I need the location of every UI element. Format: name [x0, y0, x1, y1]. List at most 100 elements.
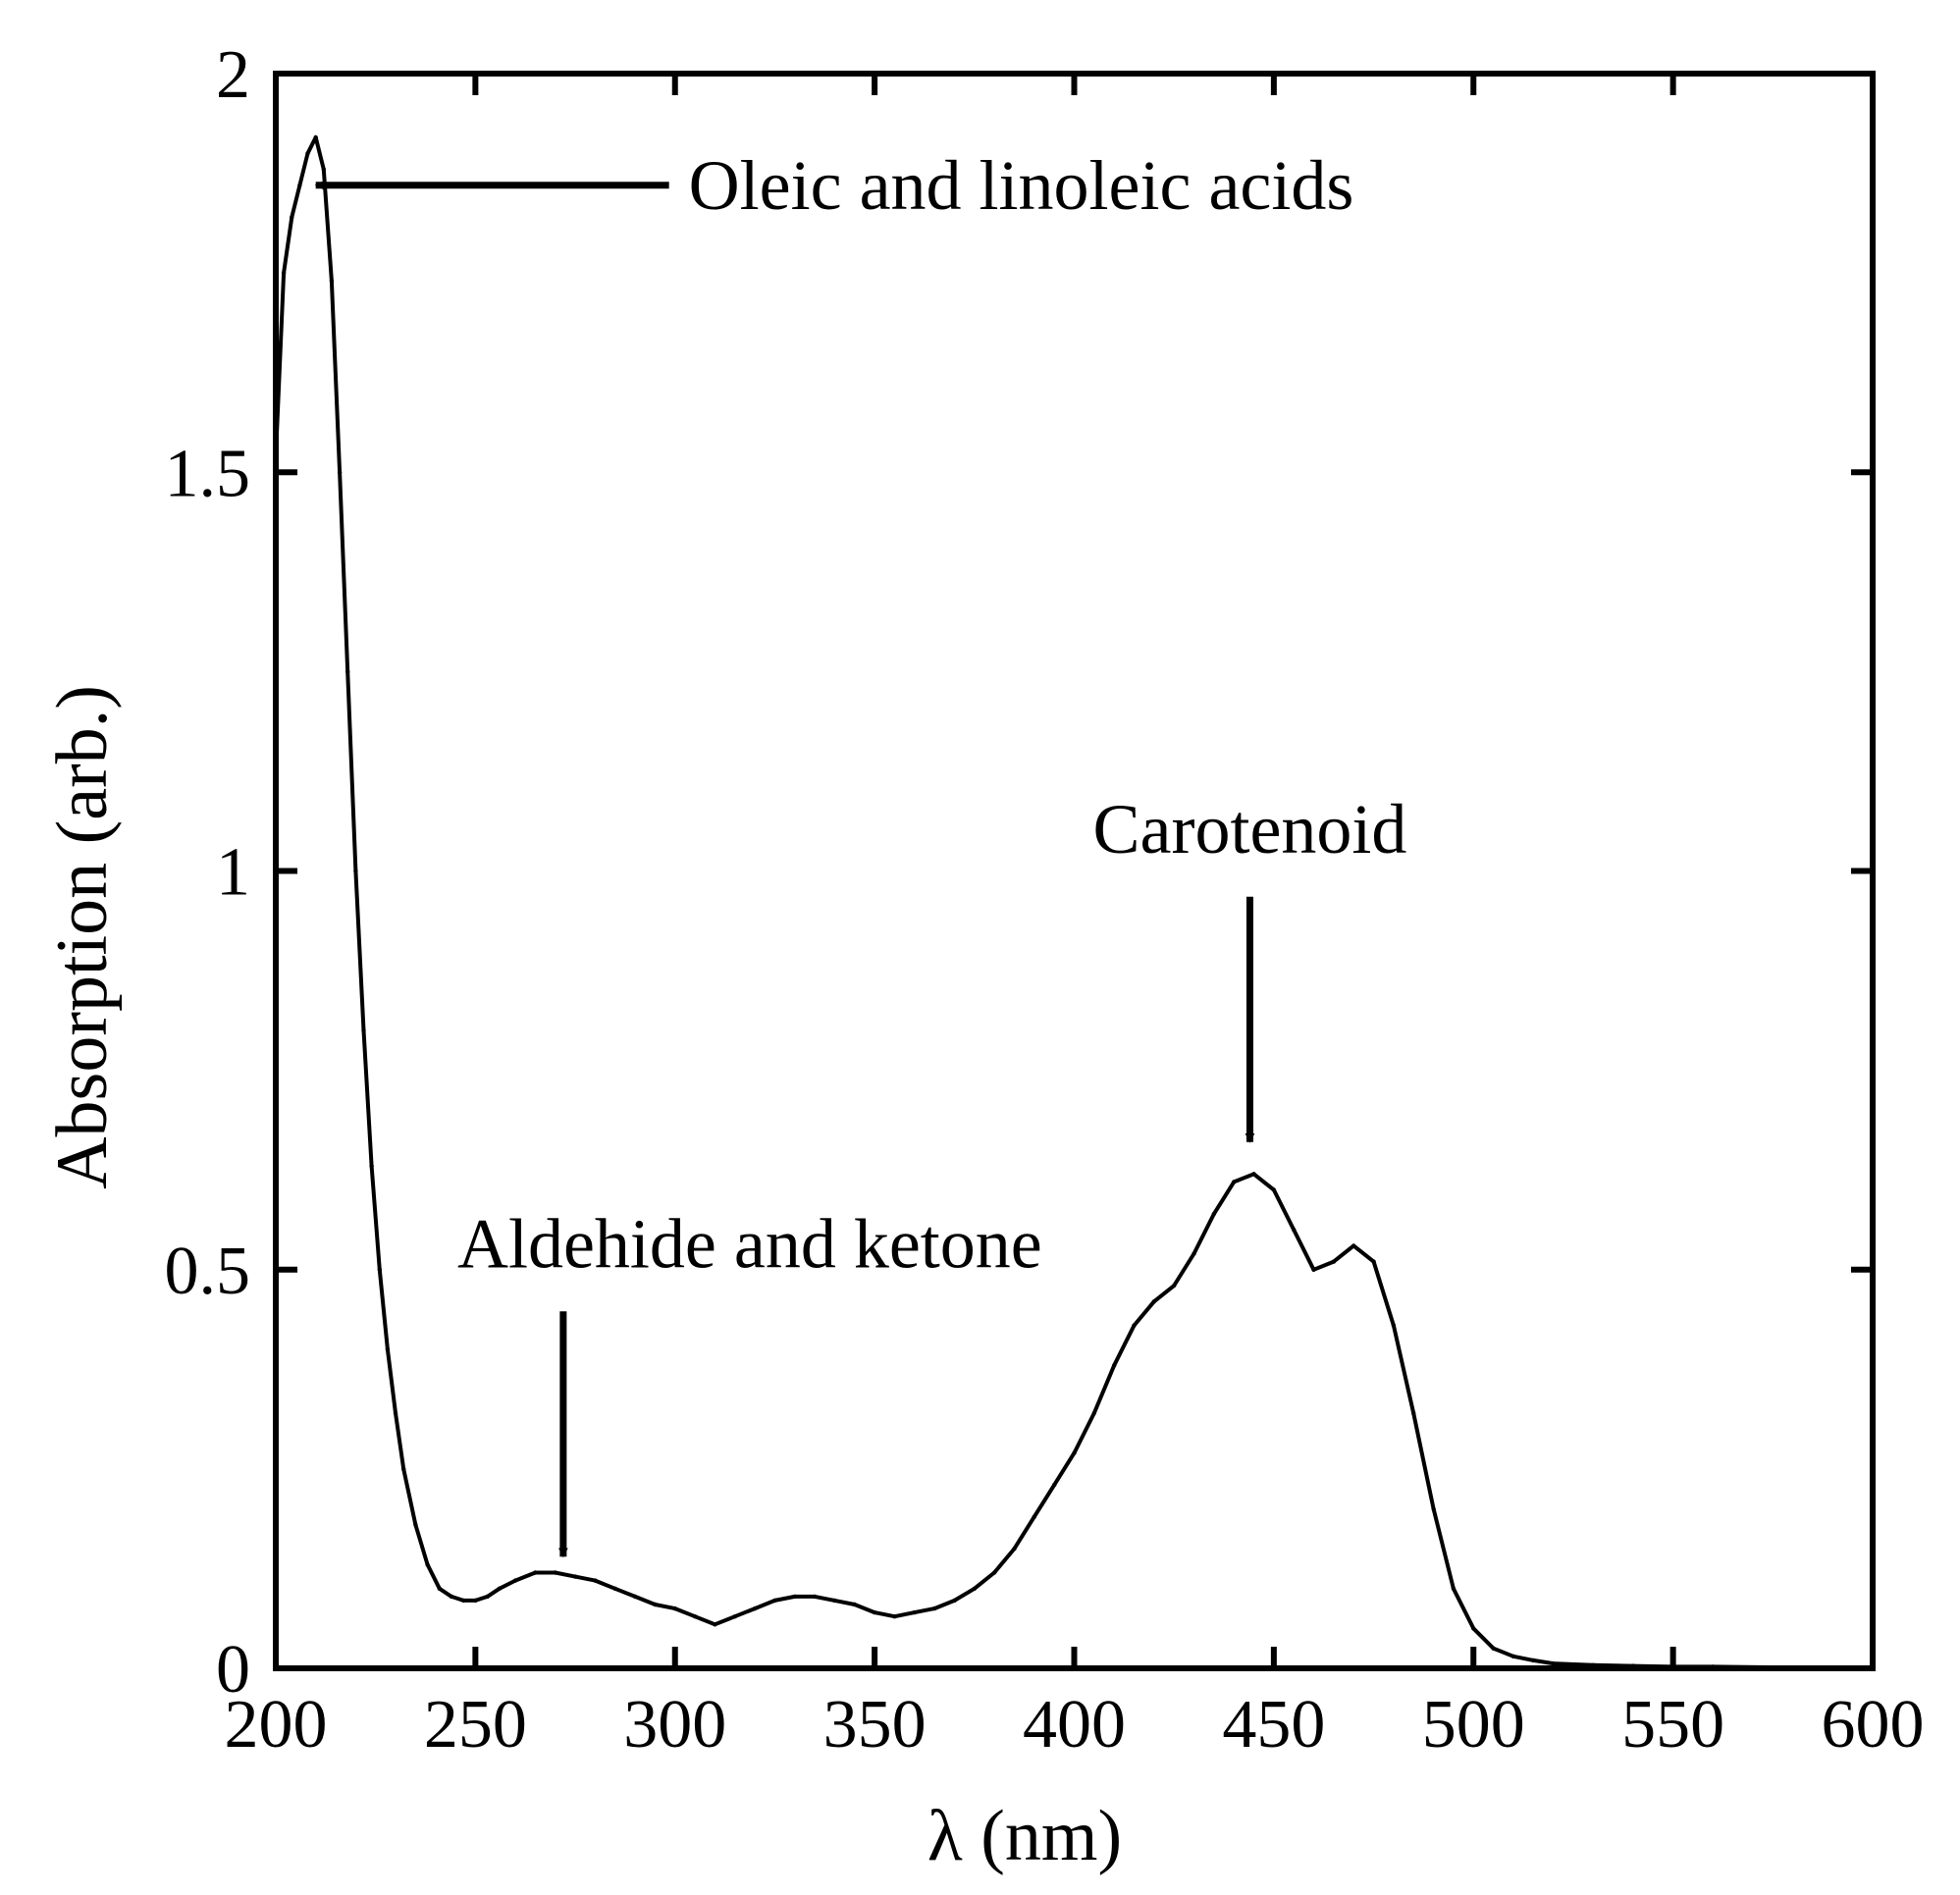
data-point [485, 1594, 490, 1600]
data-point [1091, 1410, 1097, 1416]
data-point [413, 1522, 418, 1528]
data-point [832, 1598, 837, 1604]
data-point [1151, 1299, 1157, 1304]
data-point [1112, 1363, 1117, 1368]
data-point [553, 1570, 557, 1575]
y-axis-label: Absorption (arb.) [42, 685, 123, 1189]
x-tick-label: 400 [1023, 1687, 1126, 1763]
data-point [1211, 1211, 1217, 1217]
data-point [1052, 1482, 1057, 1488]
annotation-label: Oleic and linoleic acids [689, 146, 1354, 225]
x-tick-label: 600 [1822, 1687, 1925, 1763]
data-point [437, 1586, 442, 1592]
data-point [297, 183, 302, 187]
annotation-layer: Oleic and linoleic acids Aldehide and ket… [314, 146, 1407, 1558]
y-tick-label: 0 [216, 1632, 250, 1708]
x-tick-label: 550 [1621, 1687, 1724, 1763]
x-tick-label: 500 [1422, 1687, 1525, 1763]
data-point [329, 279, 335, 284]
data-point [305, 151, 310, 156]
data-point [369, 1163, 374, 1169]
ticks-layer: 200 250 300 350 400 450 500 550 600 0 0.5 1 1.5 2 [165, 37, 1925, 1763]
data-point [512, 1578, 518, 1583]
data-point [533, 1570, 538, 1575]
data-point [1012, 1546, 1017, 1552]
data-point [1271, 1187, 1277, 1192]
x-tick-label: 250 [424, 1687, 527, 1763]
data-point [632, 1594, 638, 1600]
data-point [752, 1605, 758, 1611]
data-point [281, 270, 287, 276]
data-point [653, 1602, 658, 1607]
data-point [1192, 1251, 1196, 1256]
data-point [713, 1622, 717, 1627]
data-point [393, 1410, 398, 1416]
data-point [1172, 1283, 1177, 1289]
data-point [425, 1562, 430, 1567]
data-point [385, 1346, 391, 1352]
x-tick-label: 350 [823, 1687, 927, 1763]
data-point [972, 1586, 977, 1592]
data-point [377, 1267, 382, 1273]
data-point [1551, 1660, 1556, 1666]
data-point [321, 167, 326, 172]
data-point [852, 1602, 857, 1607]
plot-frame [273, 71, 1876, 1671]
data-point [1072, 1450, 1077, 1455]
data-point [593, 1578, 598, 1583]
data-point [732, 1614, 737, 1619]
data-point [912, 1609, 917, 1615]
data-point [1032, 1514, 1037, 1519]
data-point [612, 1586, 617, 1592]
data-point [892, 1614, 897, 1619]
y-tick-label: 0.5 [165, 1234, 251, 1309]
x-tick-label: 200 [225, 1687, 328, 1763]
data-point [772, 1598, 777, 1604]
x-tick-label: 450 [1222, 1687, 1325, 1763]
data-point [1491, 1646, 1496, 1651]
data-point [353, 869, 358, 873]
data-point [361, 1027, 366, 1033]
data-point [1510, 1654, 1516, 1659]
absorption-series-line [274, 135, 1873, 1670]
data-point [792, 1594, 797, 1600]
data-point [1431, 1506, 1436, 1511]
data-point [1132, 1323, 1137, 1328]
data-point [1251, 1172, 1256, 1177]
data-point [692, 1614, 698, 1619]
data-point [1371, 1259, 1376, 1264]
data-point [952, 1598, 957, 1604]
data-point [1391, 1323, 1397, 1328]
data-point [1411, 1410, 1416, 1416]
y-tick-label: 1.5 [165, 436, 251, 511]
data-point [1351, 1243, 1356, 1248]
data-point [345, 669, 350, 674]
data-point [572, 1574, 578, 1579]
data-point [672, 1605, 677, 1611]
data-point [1292, 1227, 1297, 1233]
y-tick-label: 1 [216, 835, 250, 911]
data-point [1451, 1586, 1457, 1592]
x-axis-label: λ (nm) [927, 1796, 1122, 1876]
data-point [931, 1605, 937, 1611]
data-point [461, 1598, 466, 1604]
data-point [1531, 1658, 1536, 1663]
annotation-label: Carotenoid [1093, 790, 1407, 869]
data-point [313, 134, 318, 140]
data-point [337, 470, 343, 475]
data-point [290, 215, 294, 220]
data-point [1232, 1180, 1237, 1184]
y-tick-label: 2 [216, 37, 250, 113]
data-point [401, 1466, 406, 1472]
data-point [1311, 1267, 1316, 1273]
data-point [497, 1586, 502, 1592]
data-point [1331, 1259, 1337, 1264]
data-point [449, 1594, 454, 1600]
series-layer [273, 134, 1876, 1670]
x-tick-label: 300 [623, 1687, 726, 1763]
data-point [1471, 1626, 1476, 1631]
data-point [991, 1570, 997, 1575]
data-point [812, 1594, 818, 1600]
annotation-label: Aldehide and ketone [457, 1204, 1042, 1283]
